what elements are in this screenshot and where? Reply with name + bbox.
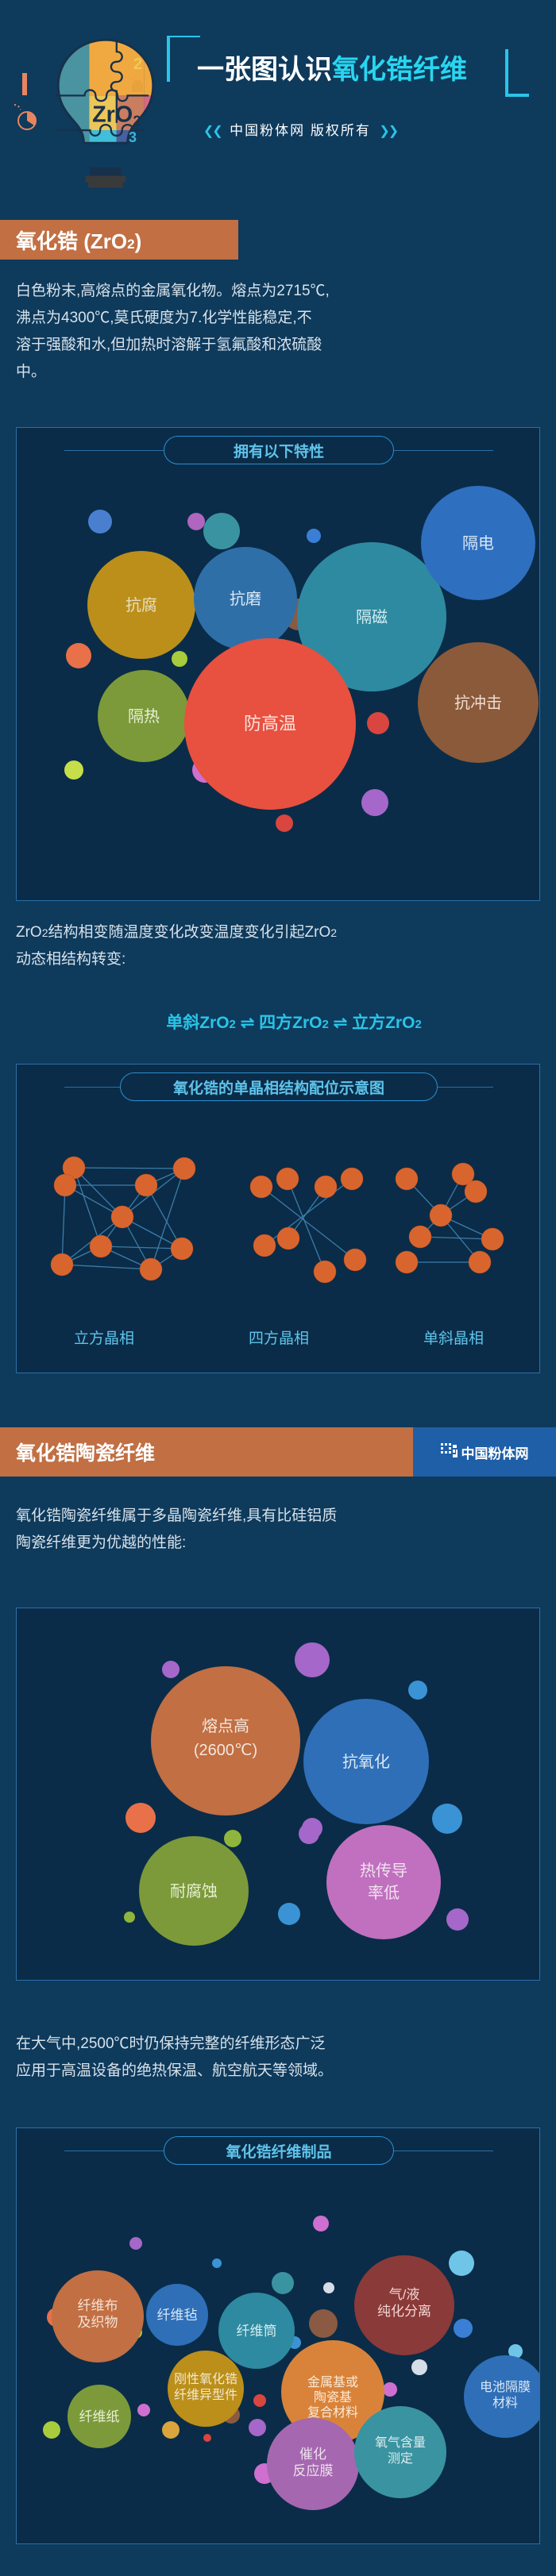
svg-text:纯化分离: 纯化分离 bbox=[377, 2304, 431, 2319]
svg-text:测定: 测定 bbox=[388, 2451, 413, 2466]
svg-text:催化: 催化 bbox=[299, 2447, 326, 2462]
svg-text:熔点高: 熔点高 bbox=[202, 1717, 249, 1735]
svg-text:反应膜: 反应膜 bbox=[293, 2463, 334, 2478]
svg-text:及织物: 及织物 bbox=[78, 2315, 118, 2330]
svg-text:氧气含量: 氧气含量 bbox=[375, 2435, 426, 2450]
svg-text:隔磁: 隔磁 bbox=[356, 608, 388, 626]
svg-text:陶瓷基: 陶瓷基 bbox=[314, 2390, 352, 2405]
svg-text:纤维筒: 纤维筒 bbox=[237, 2324, 277, 2339]
svg-text:防高温: 防高温 bbox=[244, 714, 296, 734]
svg-text:纤维毡: 纤维毡 bbox=[157, 2308, 198, 2323]
svg-text:纤维布: 纤维布 bbox=[78, 2298, 118, 2313]
svg-text:率低: 率低 bbox=[368, 1884, 400, 1902]
svg-text:材料: 材料 bbox=[492, 2396, 518, 2410]
svg-text:耐腐蚀: 耐腐蚀 bbox=[170, 1882, 218, 1900]
svg-text:隔热: 隔热 bbox=[128, 707, 160, 726]
svg-text:复合材料: 复合材料 bbox=[307, 2405, 358, 2420]
svg-text:热传导: 热传导 bbox=[360, 1862, 407, 1880]
svg-text:电池隔膜: 电池隔膜 bbox=[480, 2380, 531, 2394]
svg-text:抗氧化: 抗氧化 bbox=[342, 1753, 390, 1771]
svg-text:纤维纸: 纤维纸 bbox=[79, 2409, 120, 2424]
svg-text:气/液: 气/液 bbox=[389, 2287, 420, 2302]
svg-text:(2600℃): (2600℃) bbox=[194, 1742, 257, 1759]
svg-text:金属基或: 金属基或 bbox=[307, 2375, 358, 2389]
svg-text:抗腐: 抗腐 bbox=[125, 596, 157, 614]
svg-text:纤维异型件: 纤维异型件 bbox=[174, 2388, 237, 2402]
svg-text:抗冲击: 抗冲击 bbox=[454, 694, 502, 712]
svg-text:隔电: 隔电 bbox=[462, 534, 494, 553]
svg-text:抗磨: 抗磨 bbox=[230, 590, 261, 608]
svg-text:刚性氧化锆: 刚性氧化锆 bbox=[174, 2372, 237, 2386]
